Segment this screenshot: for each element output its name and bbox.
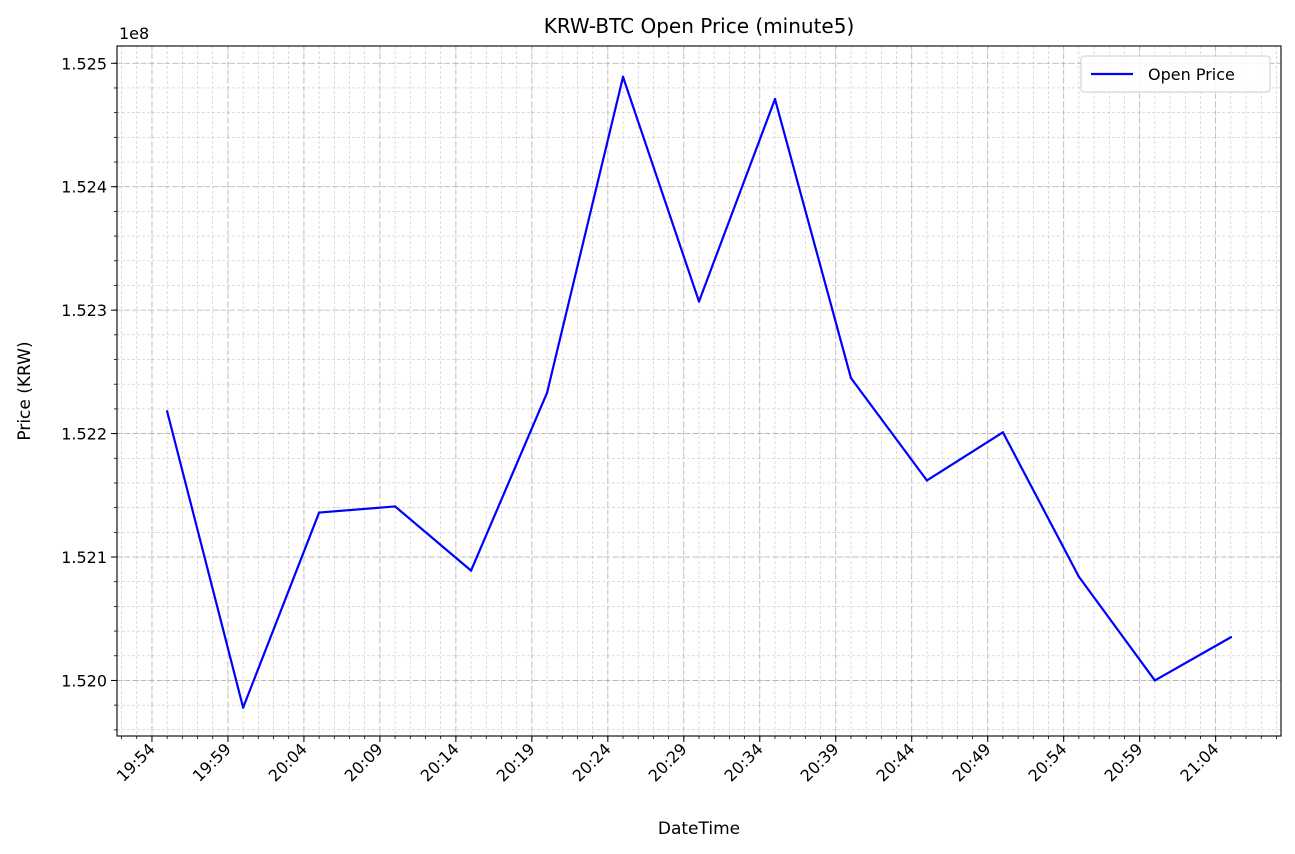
data-point — [393, 505, 397, 508]
y-tick-label: 1.524 — [61, 178, 107, 197]
legend-label: Open Price — [1148, 65, 1235, 84]
data-point — [697, 300, 701, 303]
data-point — [621, 75, 625, 79]
data-point — [241, 706, 245, 709]
data-point — [1153, 679, 1157, 682]
y-tick-label: 1.520 — [61, 671, 107, 690]
y-tick-label: 1.521 — [61, 548, 107, 567]
data-point — [925, 479, 929, 482]
y-axis-ticks: 1.520 1.521 1.522 1.523 1.524 1.525 — [61, 54, 117, 731]
series-layer — [165, 75, 1233, 709]
data-point — [849, 376, 853, 380]
legend: Open Price — [1080, 55, 1271, 93]
y-tick-label: 1.522 — [61, 425, 107, 444]
y-axis-offset-label: 1e8 — [119, 24, 149, 43]
y-axis-label: Price (KRW) — [15, 341, 35, 440]
data-point — [317, 511, 321, 514]
data-point — [773, 97, 777, 101]
y-tick-label: 1.523 — [61, 301, 107, 320]
data-point — [1001, 431, 1005, 434]
data-point — [1229, 636, 1233, 639]
x-axis-label: DateTime — [658, 819, 740, 839]
data-point — [469, 569, 473, 572]
chart-title: KRW-BTC Open Price (minute5) — [544, 14, 855, 38]
data-point — [165, 410, 169, 413]
y-tick-label: 1.525 — [61, 54, 107, 73]
data-point — [1077, 575, 1081, 578]
legend-box — [1080, 55, 1271, 93]
data-point — [545, 391, 549, 395]
